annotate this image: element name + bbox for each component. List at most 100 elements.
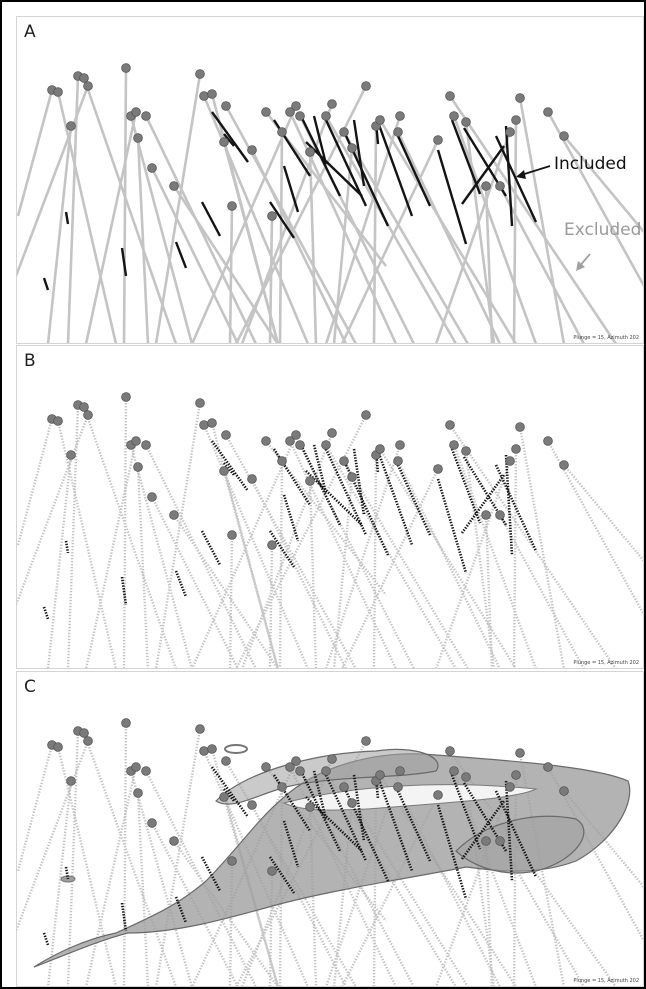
drillhole-collar [227, 530, 237, 540]
panel-c-label: C [24, 677, 36, 697]
included-interval [352, 448, 366, 516]
included-interval [352, 119, 366, 187]
excluded-trace [250, 149, 348, 344]
drillhole-collar [199, 91, 209, 101]
drillhole-collar [393, 782, 403, 792]
drillhole-traces-lines [16, 63, 644, 344]
included-interval [396, 135, 432, 207]
drillhole-collar [195, 724, 205, 734]
excluded-trace [122, 722, 128, 987]
excluded-trace [498, 514, 586, 669]
drillhole-collar [207, 89, 217, 99]
excluded-trace [202, 424, 310, 669]
drillhole-collar [327, 99, 337, 109]
excluded-trace [250, 478, 348, 669]
included-interval [376, 121, 414, 217]
excluded-trace [16, 414, 90, 606]
drillhole-collar [227, 856, 237, 866]
drillhole-collar [133, 788, 143, 798]
drillhole-collar [53, 87, 63, 97]
excluded-trace [46, 454, 73, 669]
excluded-trace [288, 440, 398, 669]
excluded-trace [150, 822, 240, 987]
drillhole-collar [66, 121, 76, 131]
drillhole-collar [169, 836, 179, 846]
excluded-trace [16, 744, 54, 872]
excluded-trace [308, 480, 318, 669]
excluded-trace [434, 460, 512, 669]
drillhole-collar [131, 107, 141, 117]
excluded-trace [46, 125, 73, 344]
excluded-trace [512, 774, 518, 987]
drillhole-collar [133, 462, 143, 472]
drillhole-collar [361, 736, 371, 746]
drillhole-collar [481, 836, 491, 846]
excluded-trace [202, 95, 310, 344]
drillhole-collar [207, 418, 217, 428]
excluded-trace [122, 396, 128, 669]
included-interval [42, 932, 50, 946]
included-interval [64, 866, 70, 880]
drillhole-collar [393, 127, 403, 137]
drillhole-collar [495, 510, 505, 520]
excluded-trace [56, 91, 118, 344]
drillhole-collar [79, 73, 89, 83]
excluded-trace [396, 786, 502, 987]
drillhole-collar [227, 201, 237, 211]
panel-a-footnote: Plunge = 15, Azimuth 202 [573, 335, 639, 341]
excluded-annotation: Excluded [564, 220, 642, 240]
excluded-trace [173, 514, 279, 669]
included-interval [462, 782, 508, 852]
excluded-trace [16, 85, 90, 277]
excluded-trace [396, 460, 502, 669]
drillhole-collar [559, 786, 569, 796]
drillhole-collar [261, 436, 271, 446]
included-interval [494, 790, 538, 878]
drillhole-collar [291, 101, 301, 111]
excluded-trace [228, 205, 234, 344]
excluded-trace [278, 131, 284, 344]
drillhole-collar [295, 440, 305, 450]
drillhole-collar [339, 127, 349, 137]
drillhole-collar [195, 398, 205, 408]
drillhole-collar [199, 420, 209, 430]
included-interval [120, 247, 128, 277]
excluded-trace [434, 786, 512, 987]
drillhole-collar [543, 436, 553, 446]
drillhole-collar [247, 145, 257, 155]
drillhole-collar [247, 474, 257, 484]
drillhole-collar [169, 181, 179, 191]
included-interval [269, 201, 295, 239]
drillhole-collar [261, 762, 271, 772]
excluded-trace [268, 544, 274, 669]
drillhole-collar [505, 782, 515, 792]
drillhole-collar [267, 540, 277, 550]
excluded-trace [84, 440, 138, 669]
excluded-trace [66, 404, 80, 669]
included-interval [436, 149, 468, 245]
drillhole-collar [375, 115, 385, 125]
excluded-trace [224, 434, 358, 669]
excluded-trace [66, 730, 80, 987]
drillhole-collar [449, 440, 459, 450]
drillhole-traces-samples [16, 392, 644, 669]
excluded-trace [452, 115, 538, 344]
drillhole-collar [247, 800, 257, 810]
drillhole-collar [327, 428, 337, 438]
drillhole-collar [221, 101, 231, 111]
drillhole-collar [295, 766, 305, 776]
drillhole-collar [285, 107, 295, 117]
panel-c-footnote: Plunge = 15, Azimuth 202 [573, 978, 639, 984]
included-interval [305, 141, 363, 197]
included-interval [200, 201, 222, 237]
drillhole-collar [83, 410, 93, 420]
drillhole-collar [79, 728, 89, 738]
drillhole-collar [53, 416, 63, 426]
included-interval [305, 470, 363, 526]
excluded-trace [332, 476, 354, 669]
drillhole-collar [327, 754, 337, 764]
drillhole-collar [131, 436, 141, 446]
excluded-trace [84, 766, 138, 987]
drillhole-collar [515, 422, 525, 432]
